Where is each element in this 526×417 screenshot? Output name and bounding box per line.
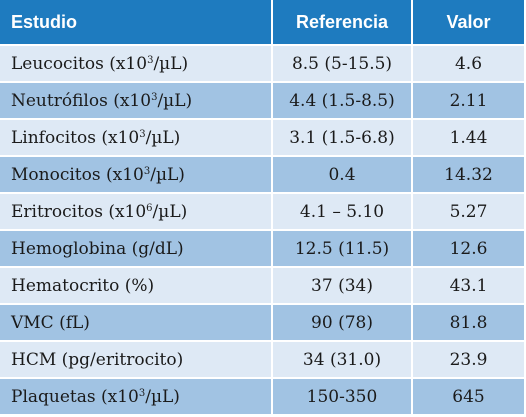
cell-study: HCM (pg/eritrocito) [0, 340, 273, 378]
header-value: Valor [412, 0, 524, 45]
cell-value: 645 [412, 377, 524, 414]
study-label: Linfocitos (x10 [11, 127, 140, 148]
cell-value: 4.6 [412, 44, 524, 82]
cell-reference: 4.1 – 5.10 [272, 192, 413, 230]
study-exponent: 3 [151, 91, 158, 103]
table-header: Estudio Referencia Valor [0, 0, 524, 45]
cell-value: 1.44 [412, 118, 524, 156]
cell-study: VMC (fL) [0, 303, 273, 341]
cell-study: Eritrocitos (x106/µL) [0, 192, 273, 230]
table-row: Linfocitos (x103/µL) 3.1 (1.5-6.8) 1.44 [0, 118, 524, 156]
cell-reference: 150-350 [272, 377, 413, 414]
header-row: Estudio Referencia Valor [0, 0, 524, 45]
study-unit: /µL) [157, 90, 193, 111]
header-reference: Referencia [272, 0, 413, 45]
cell-study: Monocitos (x103/µL) [0, 155, 273, 193]
table-row: Hemoglobina (g/dL) 12.5 (11.5) 12.6 [0, 229, 524, 267]
cell-value: 23.9 [412, 340, 524, 378]
cell-study: Linfocitos (x103/µL) [0, 118, 273, 156]
cell-reference: 34 (31.0) [272, 340, 413, 378]
study-label: Hematocrito (%) [11, 275, 155, 296]
cell-reference: 37 (34) [272, 266, 413, 304]
table-row: Monocitos (x103/µL) 0.4 14.32 [0, 155, 524, 193]
cell-value: 81.8 [412, 303, 524, 341]
cell-value: 2.11 [412, 81, 524, 119]
table-row: HCM (pg/eritrocito) 34 (31.0) 23.9 [0, 340, 524, 378]
study-label: VMC (fL) [11, 312, 90, 333]
table-body: Leucocitos (x103/µL) 8.5 (5-15.5) 4.6 Neutr… [0, 44, 524, 414]
cell-value: 12.6 [412, 229, 524, 267]
study-label: Hemoglobina (g/dL) [11, 238, 184, 259]
study-exponent: 3 [147, 54, 154, 66]
study-unit: /µL) [150, 164, 185, 185]
study-unit: /µL) [145, 127, 181, 148]
table-row: Hematocrito (%) 37 (34) 43.1 [0, 266, 524, 304]
cell-study: Leucocitos (x103/µL) [0, 44, 273, 82]
table-row: Neutrófilos (x103/µL) 4.4 (1.5-8.5) 2.11 [0, 81, 524, 119]
study-exponent: 3 [138, 387, 146, 399]
cell-value: 14.32 [412, 155, 524, 193]
table-row: Leucocitos (x103/µL) 8.5 (5-15.5) 4.6 [0, 44, 524, 82]
study-exponent: 6 [146, 202, 153, 214]
header-study: Estudio [0, 0, 273, 45]
study-unit: /µL) [152, 201, 188, 222]
cell-study: Hematocrito (%) [0, 266, 273, 304]
cell-reference: 12.5 (11.5) [272, 229, 413, 267]
cell-study: Neutrófilos (x103/µL) [0, 81, 273, 119]
table-row: VMC (fL) 90 (78) 81.8 [0, 303, 524, 341]
table-row: Plaquetas (x103/µL) 150-350 645 [0, 377, 524, 414]
cell-value: 43.1 [412, 266, 524, 304]
study-exponent: 3 [143, 165, 151, 177]
cell-reference: 8.5 (5-15.5) [272, 44, 413, 82]
table-row: Eritrocitos (x106/µL) 4.1 – 5.10 5.27 [0, 192, 524, 230]
cell-reference: 4.4 (1.5-8.5) [272, 81, 413, 119]
study-label: HCM (pg/eritrocito) [11, 349, 184, 370]
cell-value: 5.27 [412, 192, 524, 230]
cell-reference: 90 (78) [272, 303, 413, 341]
study-label: Eritrocitos (x10 [11, 201, 147, 222]
study-unit: /µL) [153, 53, 189, 74]
cell-reference: 3.1 (1.5-6.8) [272, 118, 413, 156]
study-label: Neutrófilos (x10 [11, 90, 152, 111]
study-label: Plaquetas (x10 [11, 386, 139, 407]
study-label: Leucocitos (x10 [11, 53, 148, 74]
study-exponent: 3 [139, 128, 146, 140]
cell-study: Hemoglobina (g/dL) [0, 229, 273, 267]
cell-reference: 0.4 [272, 155, 413, 193]
cell-study: Plaquetas (x103/µL) [0, 377, 273, 414]
study-label: Monocitos (x10 [11, 164, 144, 185]
study-unit: /µL) [145, 386, 180, 407]
